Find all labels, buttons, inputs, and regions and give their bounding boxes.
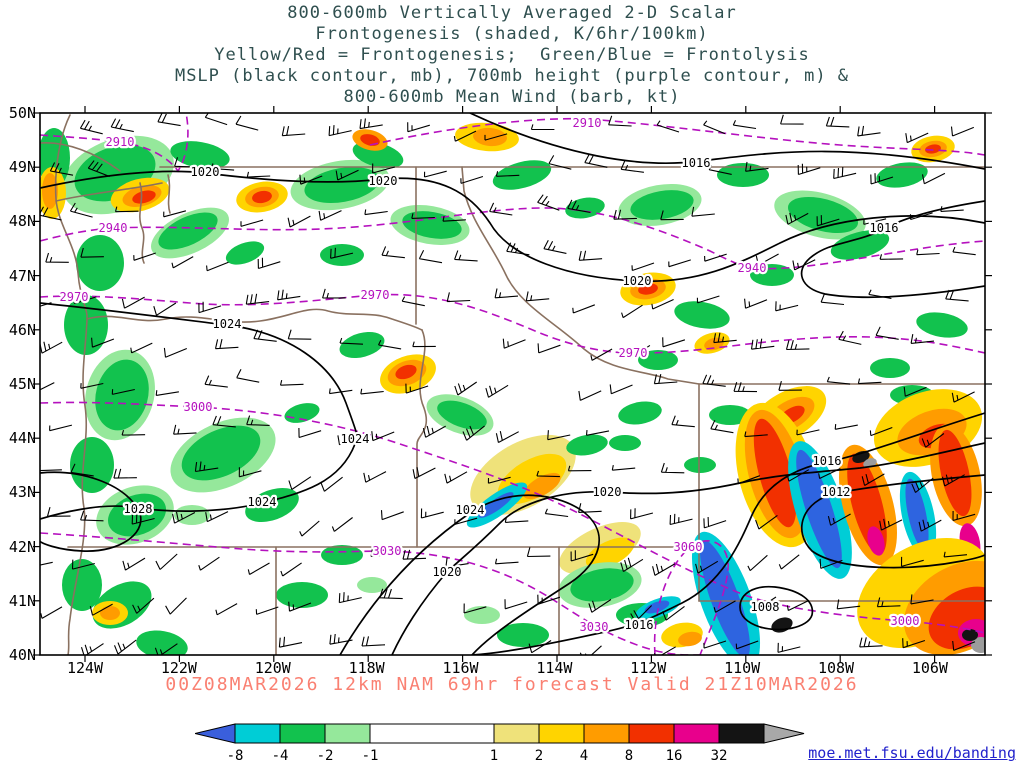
lon-tick-label: 120W [254,659,291,677]
contour-label: 2940 [99,221,128,235]
title-block: 800-600mb Vertically Averaged 2-D Scalar… [0,3,1024,108]
colorbar-label: -2 [317,748,334,764]
lat-tick-label: 44N [8,429,36,448]
height-contour-labels: 2910 2910 2940 2940 2970 2970 2970 3000 … [57,114,921,637]
lat-tick-label: 40N [8,645,36,664]
contour-label: 1024 [456,503,485,517]
contour-label: 1020 [433,565,462,579]
lon-tick-label: 118W [348,659,385,677]
lat-tick-label: 42N [8,537,36,556]
contour-label: 3000 [891,614,920,628]
colorbar-cell [538,723,585,744]
site-link[interactable]: moe.met.fsu.edu/banding [808,744,1016,762]
state-borders [40,114,985,655]
lon-tick-label: 108W [817,659,855,677]
contour-label: 1020 [369,174,398,188]
colorbar-cell [324,723,371,744]
contour-label: 1020 [593,485,622,499]
lat-tick-label: 46N [8,320,36,339]
colorbar-cell [628,723,675,744]
contour-label: 2970 [619,346,648,360]
longitude-axis: 124W 122W 120W 118W 116W 114W 112W 110W … [61,659,954,677]
forecast-caption: 00Z08MAR2026 12km NAM 69hr forecast Vali… [165,674,859,695]
colorbar-cell [493,723,540,744]
lat-tick-label: 45N [8,374,36,393]
colorbar-label: 2 [535,748,543,764]
contour-label: 1016 [870,221,899,235]
lat-tick-label: 48N [8,212,36,231]
contour-label: 1024 [213,317,242,331]
mslp-contour-labels: 1020 1020 1020 1020 1020 1016 1016 1016 … [121,154,900,635]
colorbar-cell [234,723,281,744]
colorbar-cell [195,723,236,744]
title-line-5: 800-600mb Mean Wind (barb, kt) [343,87,681,107]
contour-label: 1020 [191,165,220,179]
lon-tick-label: 122W [160,659,197,677]
contour-label: 3030 [373,544,402,558]
contour-label: 3000 [184,400,213,414]
frontogenesis-shading [40,122,985,655]
colorbar-label: 16 [666,748,683,764]
lon-tick-label: 114W [536,659,573,677]
map-plot: 1020 1020 1020 1020 1020 1016 1016 1016 … [33,106,992,662]
contour-label: 2910 [106,135,135,149]
colorbar-label: -1 [362,748,379,764]
lon-tick-label: 110W [724,659,761,677]
lat-tick-label: 49N [8,158,36,177]
lat-tick-label: 47N [8,266,36,285]
lon-tick-label: 116W [442,659,479,677]
title-line-4: MSLP (black contour, mb), 700mb height (… [174,66,850,86]
colorbar-label: 32 [711,748,728,764]
contour-label: 1024 [248,495,277,509]
mslp-contours [40,113,985,655]
contour-label: 1028 [124,502,153,516]
wind-barbs-path [40,113,976,655]
contour-label: 1016 [682,156,711,170]
title-line-3: Yellow/Red = Frontogenesis; Green/Blue =… [214,45,810,65]
contour-label: 2970 [361,288,390,302]
contour-label: 1016 [625,618,654,632]
contour-label: 2910 [573,116,602,130]
colorbar: -8 -4 -2 -1 1 2 4 8 16 32 [195,723,805,764]
lon-tick-label: 106W [911,659,948,677]
lon-tick-label: 124W [66,659,104,677]
colorbar-cell [279,723,326,744]
wind-barbs [40,113,976,655]
contour-label: 1008 [751,600,780,614]
colorbar-cell [763,723,805,744]
contour-label: 3030 [580,620,609,634]
colorbar-cell [583,723,630,744]
colorbar-cell [718,723,765,744]
lon-tick-label: 112W [630,659,667,677]
height-contours [40,113,985,655]
colorbar-label: -8 [227,748,244,764]
lat-tick-label: 41N [8,591,36,610]
title-line-1: 800-600mb Vertically Averaged 2-D Scalar [287,3,737,23]
colorbar-label: 8 [625,748,633,764]
contour-label: 1016 [813,454,842,468]
colorbar-cell [673,723,720,744]
lat-tick-label: 50N [8,104,36,122]
lat-tick-label: 43N [8,483,36,502]
axis-ticks [33,106,992,662]
contour-label: 1024 [341,432,370,446]
colorbar-cell [369,723,495,744]
title-line-2: Frontogenesis (shaded, K/6hr/100km) [315,24,709,44]
colorbar-label: 1 [490,748,498,764]
colorbar-label: -4 [272,748,289,764]
contour-label: 1012 [822,485,851,499]
latitude-axis: 50N 49N 48N 47N 46N 45N 44N 43N 42N 41N … [0,104,36,664]
contour-label: 2940 [738,261,767,275]
colorbar-label: 4 [580,748,588,764]
contour-label: 2970 [60,290,89,304]
contour-label: 1020 [623,274,652,288]
contour-label: 3060 [674,540,703,554]
